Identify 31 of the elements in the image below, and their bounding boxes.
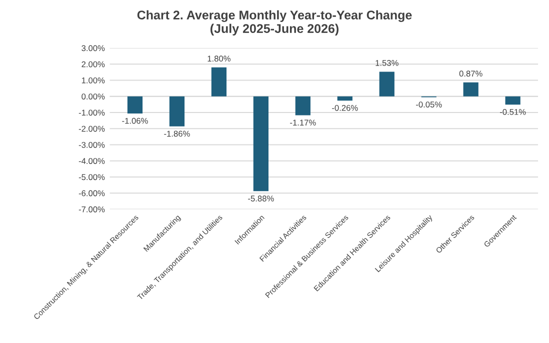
bar <box>169 96 185 126</box>
data-label: -0.51% <box>500 108 526 115</box>
y-tick-label: -7.00% <box>78 206 105 212</box>
data-label: 1.80% <box>208 56 230 62</box>
y-tick-label: -5.00% <box>78 174 105 180</box>
data-label: 1.53% <box>376 60 398 66</box>
y-tick-label: -2.00% <box>78 126 105 132</box>
data-label: -0.26% <box>332 104 358 111</box>
bar <box>127 96 143 114</box>
y-tick-label: 3.00% <box>82 45 105 52</box>
y-tick-label: 2.00% <box>82 61 105 68</box>
y-tick-label: -1.00% <box>78 110 105 116</box>
data-label: -5.88% <box>248 196 274 202</box>
data-label: -1.17% <box>290 120 316 126</box>
bar <box>505 96 520 105</box>
data-label: -1.06% <box>122 118 148 124</box>
chart-title: Chart 2. Average Monthly Year-to-Year Change (July 2025-June 2026) <box>137 10 412 36</box>
bar <box>295 96 310 116</box>
data-label: -1.86% <box>164 130 190 137</box>
y-tick-label: 1.00% <box>82 77 105 84</box>
y-tick-label: -6.00% <box>78 190 105 196</box>
y-tick-label: 0.00% <box>82 94 105 100</box>
y-tick-label: -3.00% <box>78 142 105 148</box>
bar <box>337 96 352 101</box>
y-tick-label: -4.00% <box>78 158 105 164</box>
bar <box>211 67 227 96</box>
data-label: 0.87% <box>459 70 482 77</box>
bar <box>463 82 478 96</box>
data-label: -0.05% <box>416 102 442 108</box>
bar <box>253 96 268 192</box>
bar <box>379 72 394 96</box>
